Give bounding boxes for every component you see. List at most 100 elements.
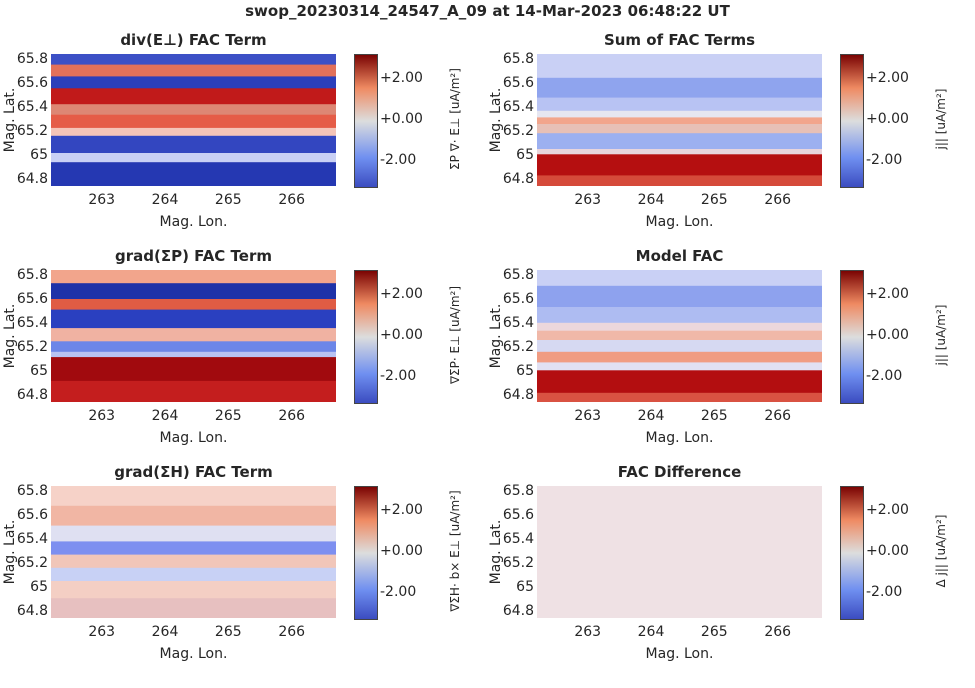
x-tick-label: 263 bbox=[574, 408, 602, 424]
heatmap-band bbox=[51, 351, 336, 358]
heatmap-plot bbox=[51, 54, 336, 186]
y-tick-label: 64.8 bbox=[16, 603, 48, 619]
colorbar-tick-label: +0.00 bbox=[866, 543, 909, 559]
heatmap-band bbox=[51, 525, 336, 542]
y-tick-label: 65.8 bbox=[502, 267, 534, 283]
heatmap-band bbox=[51, 380, 336, 402]
colorbar bbox=[840, 486, 864, 620]
heatmap-svg bbox=[537, 270, 822, 402]
heatmap-plot bbox=[537, 486, 822, 618]
colorbar-label: ∇ΣP· E⊥ [uA/m²] bbox=[448, 285, 462, 385]
heatmap-band bbox=[51, 127, 336, 137]
y-tick-label: 65.2 bbox=[502, 339, 534, 355]
heatmap-band bbox=[51, 283, 336, 300]
colorbar-tick-label: -2.00 bbox=[866, 152, 903, 169]
heatmap-svg bbox=[51, 486, 336, 618]
heatmap-panel: div(E⊥) FAC Term Mag. Lat. 64.8 65 65.2 65.4 6… bbox=[0, 31, 462, 256]
y-tick-label: 65.4 bbox=[16, 315, 48, 331]
heatmap-band bbox=[537, 392, 822, 402]
colorbar-tick-label: +2.00 bbox=[866, 501, 909, 518]
x-tick-label: 265 bbox=[214, 192, 242, 208]
heatmap-panel: FAC Difference Mag. Lat. 64.8 65 65.2 65.4 65.… bbox=[486, 463, 948, 688]
colorbar-tick-label: +0.00 bbox=[866, 111, 909, 127]
heatmap-band bbox=[51, 299, 336, 311]
heatmap-band bbox=[51, 541, 336, 556]
heatmap-band bbox=[537, 362, 822, 371]
colorbar bbox=[354, 270, 378, 404]
heatmap-band bbox=[537, 322, 822, 332]
panel-title: grad(ΣH) FAC Term bbox=[114, 463, 273, 481]
x-tick-label: 266 bbox=[278, 408, 306, 424]
heatmap-band bbox=[51, 114, 336, 129]
x-tick-label: 263 bbox=[88, 624, 116, 640]
y-tick-label: 65.4 bbox=[16, 531, 48, 547]
heatmap-band bbox=[51, 88, 336, 105]
y-tick-label: 64.8 bbox=[502, 171, 534, 187]
figure-title: swop_20230314_24547_A_09 at 14-Mar-2023 … bbox=[245, 2, 730, 20]
heatmap-band bbox=[537, 340, 822, 353]
y-tick-label: 65 bbox=[30, 363, 48, 379]
heatmap-svg bbox=[51, 54, 336, 186]
x-tick-label: 264 bbox=[151, 408, 179, 424]
panel-title: Sum of FAC Terms bbox=[603, 31, 756, 49]
y-tick-label: 65 bbox=[30, 147, 48, 163]
y-tick-label: 65 bbox=[516, 363, 534, 379]
x-tick-label: 263 bbox=[574, 192, 602, 208]
heatmap-band bbox=[51, 153, 336, 163]
colorbar bbox=[354, 486, 378, 620]
heatmap-band bbox=[51, 598, 336, 618]
colorbar-tick-label: -2.00 bbox=[380, 584, 417, 601]
colorbar bbox=[354, 54, 378, 188]
y-tick-label: 65.2 bbox=[16, 555, 48, 571]
panel-title: FAC Difference bbox=[617, 463, 742, 481]
y-tick-label: 65.2 bbox=[502, 123, 534, 139]
heatmap-svg bbox=[537, 54, 822, 186]
x-axis-label: Mag. Lon. bbox=[159, 430, 228, 446]
colorbar-tick-label: -2.00 bbox=[866, 584, 903, 601]
y-tick-label: 65.8 bbox=[16, 483, 48, 499]
heatmap-band bbox=[537, 149, 822, 155]
x-axis-label: Mag. Lon. bbox=[645, 214, 714, 230]
heatmap-band bbox=[537, 486, 822, 618]
y-tick-label: 64.8 bbox=[502, 387, 534, 403]
y-tick-label: 65.8 bbox=[502, 51, 534, 67]
heatmap-band bbox=[51, 357, 336, 382]
heatmap-band bbox=[537, 154, 822, 176]
y-tick-label: 65 bbox=[516, 147, 534, 163]
x-tick-label: 266 bbox=[278, 624, 306, 640]
colorbar-tick-label: +2.00 bbox=[380, 69, 423, 86]
heatmap-band bbox=[51, 567, 336, 582]
y-tick-label: 65.4 bbox=[502, 531, 534, 547]
y-tick-label: 65.6 bbox=[16, 507, 48, 523]
colorbar bbox=[840, 270, 864, 404]
y-tick-label: 65 bbox=[516, 579, 534, 595]
x-tick-label: 265 bbox=[700, 408, 728, 424]
x-tick-label: 265 bbox=[700, 624, 728, 640]
colorbar-tick-label: +2.00 bbox=[866, 285, 909, 302]
y-tick-label: 65.4 bbox=[16, 99, 48, 115]
heatmap-plot bbox=[537, 270, 822, 402]
heatmap-band bbox=[537, 270, 822, 287]
heatmap-band bbox=[537, 351, 822, 363]
x-axis-label: Mag. Lon. bbox=[645, 430, 714, 446]
x-axis-label: Mag. Lon. bbox=[159, 646, 228, 662]
heatmap-band bbox=[537, 117, 822, 125]
heatmap-panel: Sum of FAC Terms Mag. Lat. 64.8 65 65.2 65.4 6… bbox=[486, 31, 948, 256]
colorbar-tick-label: -2.00 bbox=[866, 368, 903, 385]
x-tick-label: 263 bbox=[88, 408, 116, 424]
heatmap-band bbox=[51, 162, 336, 186]
colorbar-tick-label: +2.00 bbox=[380, 501, 423, 518]
colorbar-label: j|| [uA/m²] bbox=[934, 304, 948, 366]
heatmap-band bbox=[537, 77, 822, 99]
colorbar-tick-label: +2.00 bbox=[866, 69, 909, 86]
x-tick-label: 264 bbox=[637, 192, 665, 208]
heatmap-band bbox=[537, 124, 822, 134]
x-axis-label: Mag. Lon. bbox=[159, 214, 228, 230]
x-tick-label: 263 bbox=[88, 192, 116, 208]
x-tick-label: 266 bbox=[764, 624, 792, 640]
y-tick-label: 65 bbox=[30, 579, 48, 595]
x-tick-label: 263 bbox=[574, 624, 602, 640]
heatmap-band bbox=[51, 341, 336, 353]
y-tick-label: 65.8 bbox=[502, 483, 534, 499]
y-tick-label: 65.6 bbox=[502, 507, 534, 523]
